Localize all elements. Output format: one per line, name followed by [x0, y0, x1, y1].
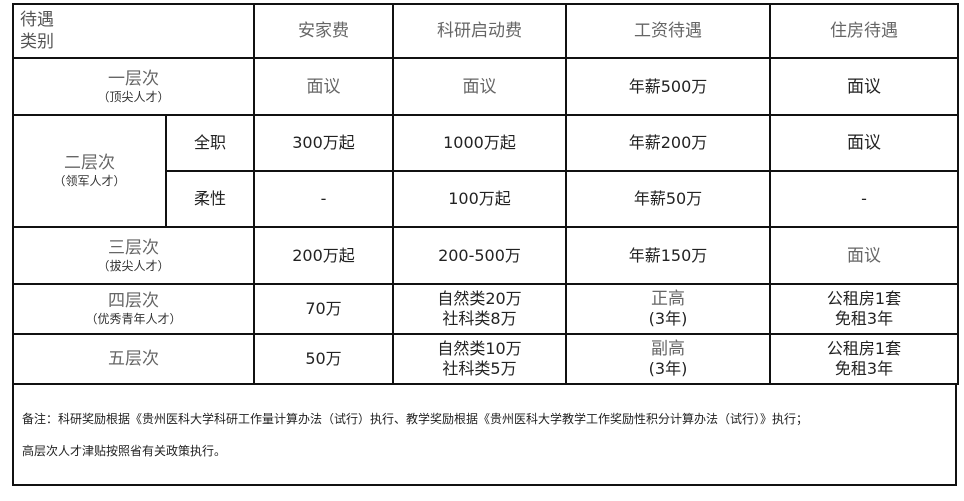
tier-sub: （拔尖人才）: [97, 258, 170, 273]
tier-label: 三层次 （拔尖人才）: [12, 226, 255, 285]
col-header-housing: 住房待遇: [769, 3, 959, 59]
corner-line1: 待遇: [20, 10, 54, 30]
research-line2: 社科类8万: [442, 309, 517, 328]
cell-housing: 面议: [769, 114, 959, 172]
cell-salary: 年薪500万: [565, 57, 771, 116]
research-line1: 自然类10万: [437, 339, 522, 358]
housing-line2: 免租3年: [834, 359, 894, 378]
note-line2: 高层次人才津贴按照省有关政策执行。: [22, 444, 227, 458]
salary-line1: 副高: [651, 339, 685, 359]
table-row: 三层次 （拔尖人才） 200万起 200-500万 年薪150万 面议: [12, 226, 959, 285]
cell-research: 100万起: [392, 170, 567, 228]
talent-benefits-table: 待遇 类别 安家费 科研启动费 工资待遇 住房待遇 一层次 （顶尖人才） 面议 面议…: [12, 3, 959, 385]
cell-settle: -: [253, 170, 394, 228]
salary-line1: 正高: [651, 289, 685, 309]
tier-name: 一层次: [108, 68, 159, 89]
cell-settle: 面议: [253, 57, 394, 116]
table-row: 五层次 50万 自然类10万 社科类5万 副高 (3年) 公租房1套 免租3年: [12, 333, 959, 385]
tier-sub: （领军人才）: [53, 174, 126, 188]
tier-label: 五层次: [12, 333, 255, 385]
notes-box: 备注：科研奖励根据《贵州医科大学科研工作量计算办法（试行）执行、教学奖励根据《贵…: [12, 384, 957, 486]
tier-label: 二层次 （领军人才）: [12, 114, 167, 228]
cell-salary: 副高 (3年): [565, 333, 771, 385]
cell-settle: 300万起: [253, 114, 394, 172]
housing-line2: 免租3年: [834, 309, 894, 328]
salary-line2: (3年): [648, 309, 688, 328]
cell-research: 自然类10万 社科类5万: [392, 333, 567, 385]
col-header-settle: 安家费: [253, 3, 394, 59]
cell-housing: 面议: [769, 57, 959, 116]
cell-housing: 公租房1套 免租3年: [769, 283, 959, 335]
subtype-label: 全职: [165, 114, 255, 172]
tier-name: 三层次: [108, 237, 159, 258]
col-header-research: 科研启动费: [392, 3, 567, 59]
table-row: 柔性 - 100万起 年薪50万 -: [13, 170, 959, 228]
cell-housing: -: [769, 170, 959, 228]
table-row: 二层次 （领军人才） 全职 300万起 1000万起 年薪200万 面议: [12, 114, 959, 228]
subtype-label: 柔性: [165, 170, 255, 228]
col-header-salary: 工资待遇: [565, 3, 771, 59]
cell-settle: 200万起: [253, 226, 394, 285]
salary-line2: (3年): [648, 359, 688, 378]
cell-salary: 年薪150万: [565, 226, 771, 285]
table-row: 一层次 （顶尖人才） 面议 面议 年薪500万 面议: [12, 57, 959, 116]
tier-sub: （优秀青年人才）: [85, 312, 182, 326]
tier-name: 二层次: [64, 153, 115, 173]
housing-line1: 公租房1套: [826, 339, 902, 358]
note-line1: 备注：科研奖励根据《贵州医科大学科研工作量计算办法（试行）执行、教学奖励根据《贵…: [22, 412, 809, 426]
cell-salary: 正高 (3年): [565, 283, 771, 335]
cell-housing: 公租房1套 免租3年: [769, 333, 959, 385]
housing-line1: 公租房1套: [826, 289, 902, 308]
tier-name: 五层次: [108, 349, 159, 369]
cell-settle: 50万: [253, 333, 394, 385]
cell-research: 200-500万: [392, 226, 567, 285]
research-line1: 自然类20万: [437, 289, 522, 308]
tier-sub: （顶尖人才）: [97, 89, 170, 104]
research-line2: 社科类5万: [442, 359, 517, 378]
corner-line2: 类别: [20, 32, 54, 52]
cell-settle: 70万: [253, 283, 394, 335]
tier-label: 一层次 （顶尖人才）: [12, 57, 255, 116]
corner-header: 待遇 类别: [12, 3, 255, 59]
cell-salary: 年薪200万: [565, 114, 771, 172]
cell-research: 自然类20万 社科类8万: [392, 283, 567, 335]
table-row: 四层次 （优秀青年人才） 70万 自然类20万 社科类8万 正高 (3年) 公租房1套…: [12, 283, 959, 335]
header-row: 待遇 类别 安家费 科研启动费 工资待遇 住房待遇: [12, 3, 959, 59]
tier-label: 四层次 （优秀青年人才）: [12, 283, 255, 335]
cell-research: 1000万起: [392, 114, 567, 172]
tier-name: 四层次: [108, 291, 159, 311]
cell-research: 面议: [392, 57, 567, 116]
cell-salary: 年薪50万: [565, 170, 771, 228]
cell-housing: 面议: [769, 226, 959, 285]
